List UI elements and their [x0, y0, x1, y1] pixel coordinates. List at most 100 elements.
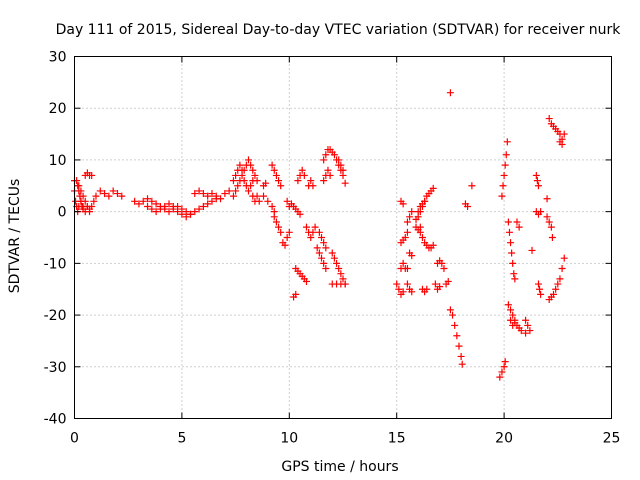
data-point — [341, 280, 349, 288]
data-point — [204, 200, 212, 208]
data-point — [148, 197, 156, 205]
data-point — [165, 200, 173, 208]
data-point — [144, 195, 152, 203]
data-point — [315, 249, 323, 257]
data-point — [504, 301, 512, 309]
data-point — [283, 197, 291, 205]
data-point — [429, 241, 437, 249]
data-point — [500, 363, 508, 371]
data-point — [165, 208, 173, 216]
data-point — [507, 239, 515, 247]
y-tick-label: -30 — [44, 360, 67, 376]
data-point — [79, 205, 87, 213]
data-point — [560, 254, 568, 262]
data-point — [414, 208, 422, 216]
data-point — [399, 200, 407, 208]
y-tick-label: 30 — [49, 50, 67, 66]
data-point — [262, 179, 270, 187]
data-point — [509, 311, 517, 319]
data-point — [528, 246, 536, 254]
axis-ticks: 0 5 10 15 20 25 -40 -30 -20 -10 0 10 20 30 — [44, 50, 621, 447]
data-point — [543, 213, 551, 221]
data-point — [249, 166, 257, 174]
data-point — [507, 316, 515, 324]
data-point — [423, 285, 431, 293]
data-point — [302, 277, 310, 285]
data-point — [109, 187, 117, 195]
data-point — [504, 218, 512, 226]
data-point — [533, 177, 541, 185]
data-point — [501, 161, 509, 169]
data-point — [536, 285, 544, 293]
data-point — [131, 197, 139, 205]
data-point — [547, 223, 555, 231]
data-point — [272, 171, 280, 179]
y-tick-label: -20 — [44, 308, 67, 324]
data-point — [101, 190, 109, 198]
data-point — [318, 254, 326, 262]
data-point — [285, 228, 293, 236]
data-point — [275, 223, 283, 231]
x-tick-label: 0 — [70, 431, 79, 447]
data-point — [272, 218, 280, 226]
data-point — [429, 184, 437, 192]
data-point — [244, 156, 252, 164]
data-point — [300, 171, 308, 179]
data-point — [234, 182, 242, 190]
data-point — [236, 177, 244, 185]
data-point — [255, 197, 263, 205]
data-point — [221, 190, 229, 198]
grid-lines — [74, 56, 612, 419]
data-point — [503, 138, 511, 146]
data-point — [195, 187, 203, 195]
data-point — [534, 182, 542, 190]
data-point — [399, 259, 407, 267]
data-point — [335, 265, 343, 273]
data-point — [341, 179, 349, 187]
y-axis-label: SDTVAR / TECUs — [7, 179, 23, 294]
data-point — [505, 228, 513, 236]
data-point — [440, 265, 448, 273]
data-point — [545, 218, 553, 226]
data-point — [330, 151, 338, 159]
data-point — [446, 306, 454, 314]
data-point — [322, 265, 330, 273]
data-point — [458, 360, 466, 368]
x-tick-label: 20 — [495, 431, 513, 447]
data-point — [522, 329, 530, 337]
data-point — [502, 151, 510, 159]
data-point — [105, 192, 113, 200]
data-point — [500, 171, 508, 179]
x-axis-label: GPS time / hours — [281, 459, 398, 475]
x-tick-label: 10 — [280, 431, 298, 447]
data-point — [401, 234, 409, 241]
y-tick-label: -10 — [44, 256, 67, 272]
data-point — [318, 234, 326, 241]
data-point — [446, 89, 454, 97]
data-point — [277, 182, 285, 190]
data-point — [313, 244, 321, 252]
data-point — [406, 213, 414, 221]
data-point — [315, 228, 323, 236]
data-point — [496, 373, 504, 381]
x-tick-label: 5 — [177, 431, 186, 447]
data-point — [74, 182, 82, 190]
x-tick-label: 25 — [603, 431, 621, 447]
data-point — [76, 192, 84, 200]
data-point — [144, 202, 152, 210]
data-point — [515, 223, 523, 231]
data-point — [408, 208, 416, 216]
data-point — [509, 259, 517, 267]
data-point — [113, 190, 121, 198]
data-point — [543, 195, 551, 203]
data-point — [191, 190, 199, 198]
data-point — [508, 249, 516, 257]
data-point — [328, 249, 336, 257]
y-tick-label: 10 — [49, 153, 67, 169]
data-point — [464, 202, 472, 210]
data-point — [208, 190, 216, 198]
data-point — [337, 270, 345, 278]
data-point — [421, 197, 429, 205]
data-point — [186, 210, 194, 218]
